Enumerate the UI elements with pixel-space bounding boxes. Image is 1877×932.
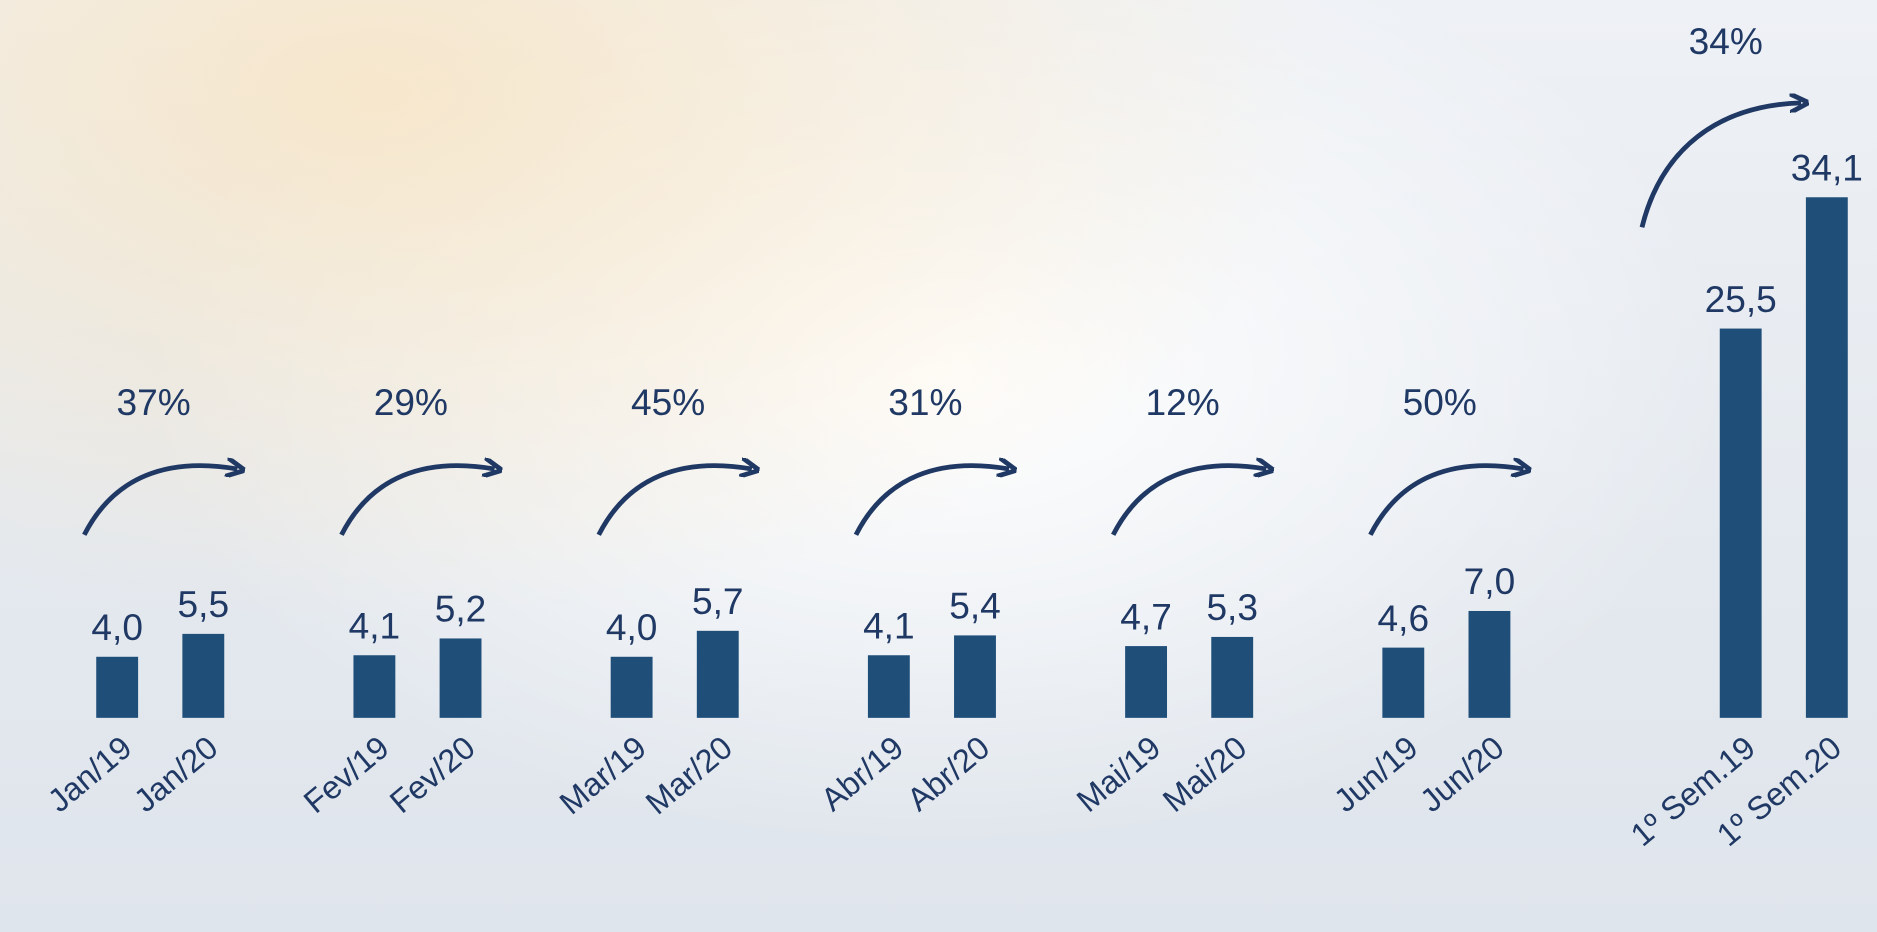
category-label: Abr/19 [814,729,910,818]
value-label: 25,5 [1705,278,1777,320]
growth-arrow [1111,466,1266,536]
growth-label: 37% [117,381,191,423]
growth-arrow [1368,466,1523,536]
value-label: 7,0 [1464,560,1516,602]
bar [954,635,996,718]
bar [1211,636,1254,718]
value-label: 34,1 [1791,147,1863,189]
category-label: Jan/19 [41,729,138,819]
category-label: Mai/20 [1156,729,1253,819]
category-label: Jun/19 [1327,729,1424,819]
category-label: Mar/20 [639,729,739,821]
value-label: 4,1 [863,605,915,647]
bar [96,656,139,718]
category-label: Fev/20 [383,729,482,820]
bar [867,655,910,718]
category-label: Abr/20 [900,729,996,818]
growth-arrow [1639,103,1801,228]
growth-label: 50% [1403,381,1477,423]
growth-arrow [596,466,752,536]
growth-label: 31% [888,381,962,423]
value-label: 4,7 [1120,595,1172,637]
category-label: Mar/19 [553,729,653,821]
category-label: Jan/20 [127,729,224,819]
bar [1468,610,1511,718]
value-label: 4,1 [349,605,401,647]
growth-label: 29% [374,381,448,423]
bar [610,656,653,718]
bar [1382,647,1425,718]
growth-label: 45% [631,381,705,423]
bar [696,630,739,718]
value-label: 4,0 [91,606,143,648]
value-label: 5,2 [435,588,487,630]
value-label: 5,4 [949,585,1001,627]
value-label: 5,5 [178,583,230,625]
value-label: 5,7 [692,580,744,622]
growth-label: 34% [1689,20,1763,62]
growth-arrow [339,466,494,536]
value-label: 5,3 [1206,586,1258,628]
growth-label: 12% [1145,381,1219,423]
category-label: Fev/19 [297,729,396,820]
bar [353,655,396,718]
bar [1805,197,1848,718]
bar [182,633,225,718]
bar [1125,646,1168,718]
bar [1719,328,1762,718]
value-label: 4,6 [1378,597,1430,639]
growth-arrow [82,466,237,536]
category-label: Jun/20 [1413,729,1510,819]
bar [439,638,482,718]
growth-arrow [853,466,1009,536]
category-label: Mai/19 [1070,729,1167,819]
value-label: 4,0 [606,606,658,648]
